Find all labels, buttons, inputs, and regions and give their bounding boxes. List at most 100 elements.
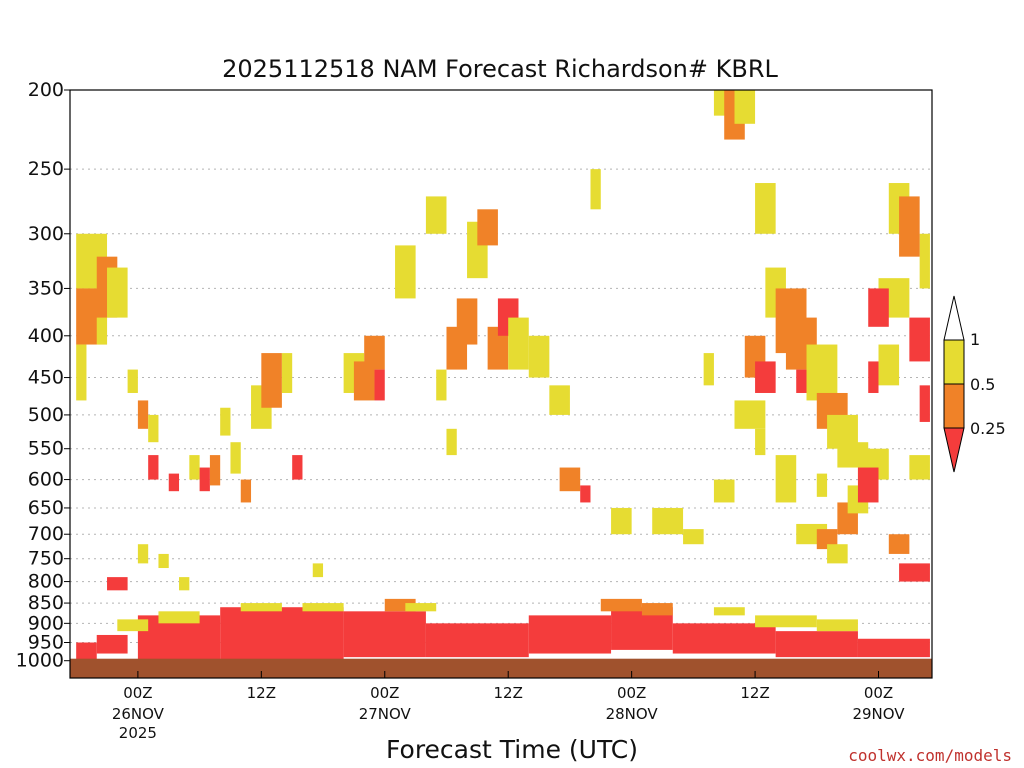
y-tick-label-200: 200 (28, 79, 64, 101)
ri-cell-11 (96, 634, 128, 654)
ri-cell-42 (353, 361, 375, 401)
y-tick-label-850: 850 (28, 592, 64, 614)
legend-box-0-25-to-0-5 (943, 383, 965, 429)
x-tick-label-2: 00Z (370, 684, 399, 702)
ri-cell-77 (909, 455, 930, 480)
ri-cell-85 (816, 529, 838, 550)
ri-cell-58 (652, 507, 684, 535)
x-tick-year-0: 2025 (119, 724, 157, 742)
x-axis-label: Forecast Time (UTC) (386, 735, 638, 764)
y-tick-label-500: 500 (28, 404, 64, 426)
legend-label-1: 1 (970, 330, 980, 349)
ri-cell-45 (395, 245, 416, 299)
ri-cell-43 (364, 335, 385, 370)
ri-cell-86 (827, 544, 848, 564)
ri-cell-104 (816, 473, 828, 497)
legend-top-arrow (943, 295, 965, 341)
ri-cell-22 (641, 603, 673, 616)
ri-cell-31 (816, 619, 858, 632)
y-tick-label-350: 350 (28, 277, 64, 299)
ri-cell-93 (899, 196, 920, 257)
ri-cell-108 (220, 407, 231, 436)
x-tick-label-1: 12Z (247, 684, 276, 702)
ri-cell-53 (508, 317, 529, 370)
ri-cell-13 (220, 607, 344, 661)
ri-cell-57 (611, 507, 632, 535)
ri-cell-38 (261, 353, 282, 408)
x-tick-label-6: 00Z (864, 684, 893, 702)
ri-cell-26 (158, 611, 200, 624)
x-tick-date-6: 29NOV (852, 705, 905, 723)
y-tick-label-800: 800 (28, 571, 64, 593)
ri-cell-102 (713, 479, 735, 503)
ri-cell-106 (436, 369, 447, 401)
ri-cell-94 (909, 317, 930, 362)
ri-cell-32 (189, 455, 200, 480)
ri-cell-7 (137, 400, 149, 429)
ri-cell-63 (755, 183, 776, 234)
ri-cell-19 (775, 631, 858, 658)
y-tick-label-700: 700 (28, 523, 64, 545)
ri-cell-4 (107, 267, 128, 318)
ri-cell-80 (734, 400, 766, 429)
ri-cell-27 (302, 603, 344, 612)
ri-cell-95 (107, 577, 128, 591)
ri-cell-10 (76, 642, 97, 661)
ri-cell-29 (713, 607, 745, 616)
y-tick-label-950: 950 (28, 632, 64, 654)
ri-cell-2 (76, 344, 87, 401)
ri-cell-18 (672, 623, 776, 654)
ri-cell-105 (446, 428, 457, 456)
legend-bottom-arrow (943, 427, 965, 473)
ri-cell-103 (755, 428, 766, 456)
ri-cell-68 (806, 344, 838, 401)
credit-text: coolwx.com/models (848, 746, 1012, 765)
ri-cell-33 (199, 467, 210, 492)
ri-cell-109 (168, 473, 180, 492)
y-axis: 200 250 300 350 400 450 500 550 600 650 700 7508008… (16, 79, 70, 672)
ground-band (70, 658, 932, 678)
y-tick-label-900: 900 (28, 612, 64, 634)
ri-cell-21 (600, 598, 642, 612)
ri-cell-96 (137, 544, 149, 564)
ri-cell-24 (240, 603, 282, 612)
y-tick-label-600: 600 (28, 469, 64, 491)
ri-cell-35 (230, 442, 241, 474)
ri-cell-76 (899, 563, 930, 582)
ri-cell-73 (868, 361, 879, 393)
legend-label-0-5: 0.5 (970, 375, 995, 394)
y-tick-label-750: 750 (28, 548, 64, 570)
plot-frame (69, 89, 933, 679)
ri-cell-14 (343, 611, 426, 658)
legend-label-0-25: 0.25 (970, 419, 1006, 438)
ri-cell-62 (734, 90, 756, 124)
y-tick-label-300: 300 (28, 223, 64, 245)
x-tick-date-0: 26NOV (112, 705, 165, 723)
ri-cell-8 (148, 455, 159, 480)
ri-cell-40 (292, 455, 303, 480)
plot-background (70, 90, 932, 678)
color-legend: 1 0.5 0.25 (943, 295, 1006, 473)
ri-cell-34 (209, 455, 221, 486)
legend-box-0-5-to-1 (943, 339, 965, 385)
chart-title: 2025112518 NAM Forecast Richardson# KBRL (222, 55, 778, 83)
ri-cell-78 (919, 233, 930, 289)
ri-cell-101 (703, 353, 714, 386)
richardson-cells (76, 90, 930, 661)
ri-cell-46 (425, 196, 447, 234)
y-tick-label-1000: 1000 (16, 650, 64, 672)
ri-cell-54 (528, 335, 550, 378)
ri-cell-59 (683, 529, 704, 545)
ri-cell-20 (857, 638, 930, 658)
y-tick-label-400: 400 (28, 325, 64, 347)
ri-cell-6 (127, 369, 138, 393)
ri-cell-15 (425, 623, 529, 658)
y-tick-label-450: 450 (28, 367, 64, 389)
ri-cell-75 (888, 534, 910, 554)
x-tick-date-2: 27NOV (359, 705, 412, 723)
ri-cell-89 (857, 467, 879, 503)
ri-cell-30 (755, 615, 817, 628)
ri-cell-100 (590, 169, 601, 210)
